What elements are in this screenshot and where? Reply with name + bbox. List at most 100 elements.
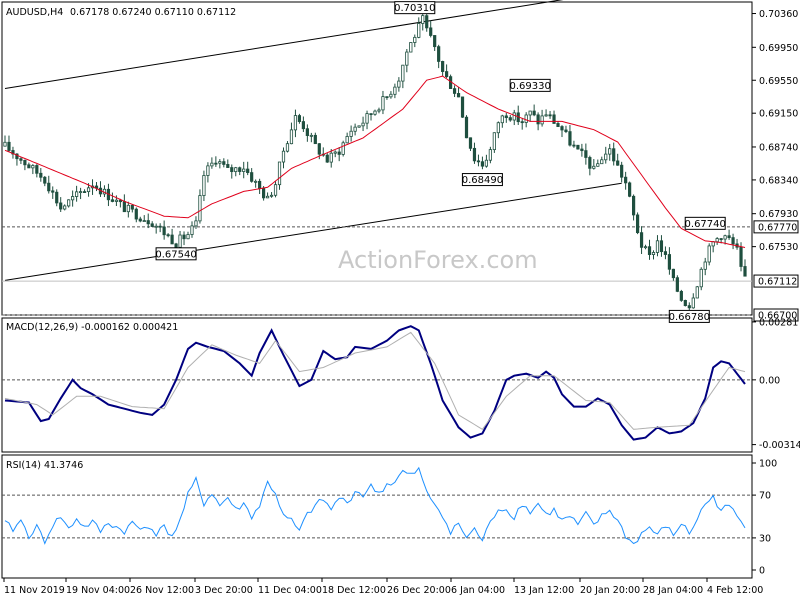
candle-body [683,300,687,307]
candle-body [433,35,437,48]
symbol-label: AUDUSD,H4 [6,7,63,18]
candle-body [122,201,126,213]
macd-pane-frame [1,317,753,453]
candle-body [333,151,337,154]
price-annotation-label: 0.66780 [669,312,710,323]
price-marker-box [753,308,799,322]
price-annotation-box [668,309,710,323]
time-axis-label: 26 Dec 20:00 [387,585,451,596]
candle-body [337,151,341,155]
candle-body [393,86,397,95]
candle-body [313,134,317,145]
candle-body [679,290,683,301]
candle-body [234,167,238,173]
candle-body [345,136,349,144]
candle-body [452,88,457,94]
candle-body [504,115,508,119]
time-axis-label: 4 Feb 12:00 [707,585,763,596]
candle-body [456,93,461,98]
candle-body [341,142,345,155]
candle-body [667,254,672,270]
candle-body [206,165,210,176]
price-annotation-box [509,78,551,92]
candle-body [604,153,608,161]
time-axis-label: 11 Dec 04:00 [258,585,322,596]
price-axis-label: 0.69550 [759,76,798,87]
candle-body [624,176,628,184]
candle-body [556,123,560,127]
time-axis-label: 11 Nov 2019 [4,585,65,596]
candle-body [639,232,644,248]
candle-body [222,161,226,165]
price-annotation-label: 0.67540 [155,249,196,260]
candle-body [297,115,302,122]
candle-body [3,141,7,147]
candle-body [608,148,612,155]
candle-body [114,199,118,202]
price-marker-label: 0.67112 [758,277,797,288]
candle-body [15,153,19,160]
macd-title: MACD(12,26,9) -0.000162 0.000421 [6,322,178,333]
channel-line-1 [4,182,622,281]
candle-body [695,286,699,299]
price-axis-label: 0.69150 [759,109,798,120]
price-annotation-box [155,247,197,261]
candle-body [655,240,660,253]
candle-body [78,191,83,193]
candle-body [47,182,51,192]
candle-body [277,161,282,186]
candle-body [584,150,588,158]
candle-body [492,132,496,151]
candle-body [254,180,258,183]
time-axis-label: 26 Nov 12:00 [130,585,194,596]
candle-body [154,225,158,228]
candle-body [158,225,162,228]
candle-body [707,245,711,263]
price-axis-label: 0.70360 [759,9,798,20]
candle-body [365,113,369,124]
candle-body [508,117,512,121]
candle-body [572,144,576,147]
candle-body [643,246,648,249]
candle-body [63,205,67,210]
candle-body [413,36,417,43]
candle-body [190,225,194,235]
candle-body [170,234,174,245]
signal-line [4,331,746,430]
candle-body [691,297,695,309]
candle-body [174,243,178,248]
candle-body [476,160,481,163]
rsi-line [4,466,746,545]
rsi-axis-label: 0 [759,566,765,577]
candle-body [134,208,138,220]
candle-body [198,195,202,222]
candle-body [75,191,79,197]
time-axis-label: 13 Jan 12:00 [514,585,574,596]
candle-body [301,121,305,130]
candle-body [357,125,361,128]
candle-body [59,202,63,210]
candle-body [389,93,393,98]
candle-body [496,122,500,134]
macd-axis-label: 0.00281 [759,317,798,328]
price-annotation-label: 0.69330 [509,81,550,92]
candle-body [262,187,266,199]
candle-body [325,154,329,163]
candle-body [576,144,580,150]
candle-body [532,110,536,116]
candle-body [548,114,552,117]
candle-body [500,115,504,124]
candle-body [560,126,564,131]
candle-body [166,234,170,237]
candle-body [441,61,445,72]
candle-body [536,114,540,125]
time-axis-label: 18 Dec 12:00 [322,585,386,596]
candle-body [146,220,150,225]
candle-body [417,23,421,38]
candle-body [118,199,122,203]
candle-body [246,168,250,173]
candle-body [429,27,433,36]
candle-body [67,199,71,207]
candle-body [218,161,222,164]
